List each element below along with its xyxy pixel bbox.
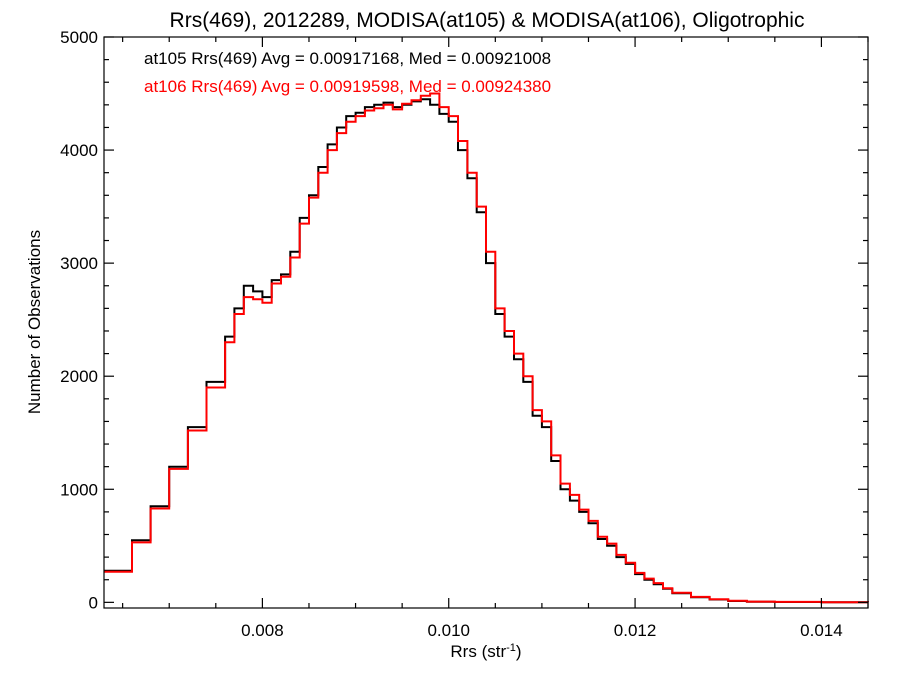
- y-tick-label: 3000: [60, 254, 98, 273]
- series-line-0: [104, 98, 869, 604]
- y-tick-label: 1000: [60, 480, 98, 499]
- stat-at106: at106 Rrs(469) Avg = 0.00919598, Med = 0…: [144, 77, 551, 96]
- x-tick-label: 0.014: [800, 621, 843, 640]
- chart-title: Rrs(469), 2012289, MODISA(at105) & MODIS…: [170, 9, 805, 32]
- x-axis-label-main: Rrs (str: [450, 642, 506, 661]
- x-tick-label: 0.010: [427, 621, 470, 640]
- plot-frame: [103, 36, 869, 609]
- y-tick-label: 5000: [60, 28, 98, 47]
- x-axis-label: Rrs (str-1): [450, 642, 521, 661]
- y-tick-label: 0: [89, 593, 98, 612]
- x-axis-label-superscript: -1: [506, 642, 516, 654]
- x-tick-label: 0.008: [241, 621, 284, 640]
- ticks-layer: 0.008 0.010 0.012 0.014 0 1000 2000 3000 4000 500…: [60, 28, 869, 640]
- y-tick-label: 4000: [60, 141, 98, 160]
- stat-at105: at105 Rrs(469) Avg = 0.00917168, Med = 0…: [144, 49, 551, 68]
- x-tick-label: 0.012: [614, 621, 657, 640]
- x-axis-label-close: ): [516, 642, 522, 661]
- y-axis-label: Number of Observations: [25, 230, 44, 414]
- series-line-1: [104, 92, 869, 604]
- series-layer: [104, 92, 869, 604]
- y-tick-label: 2000: [60, 367, 98, 386]
